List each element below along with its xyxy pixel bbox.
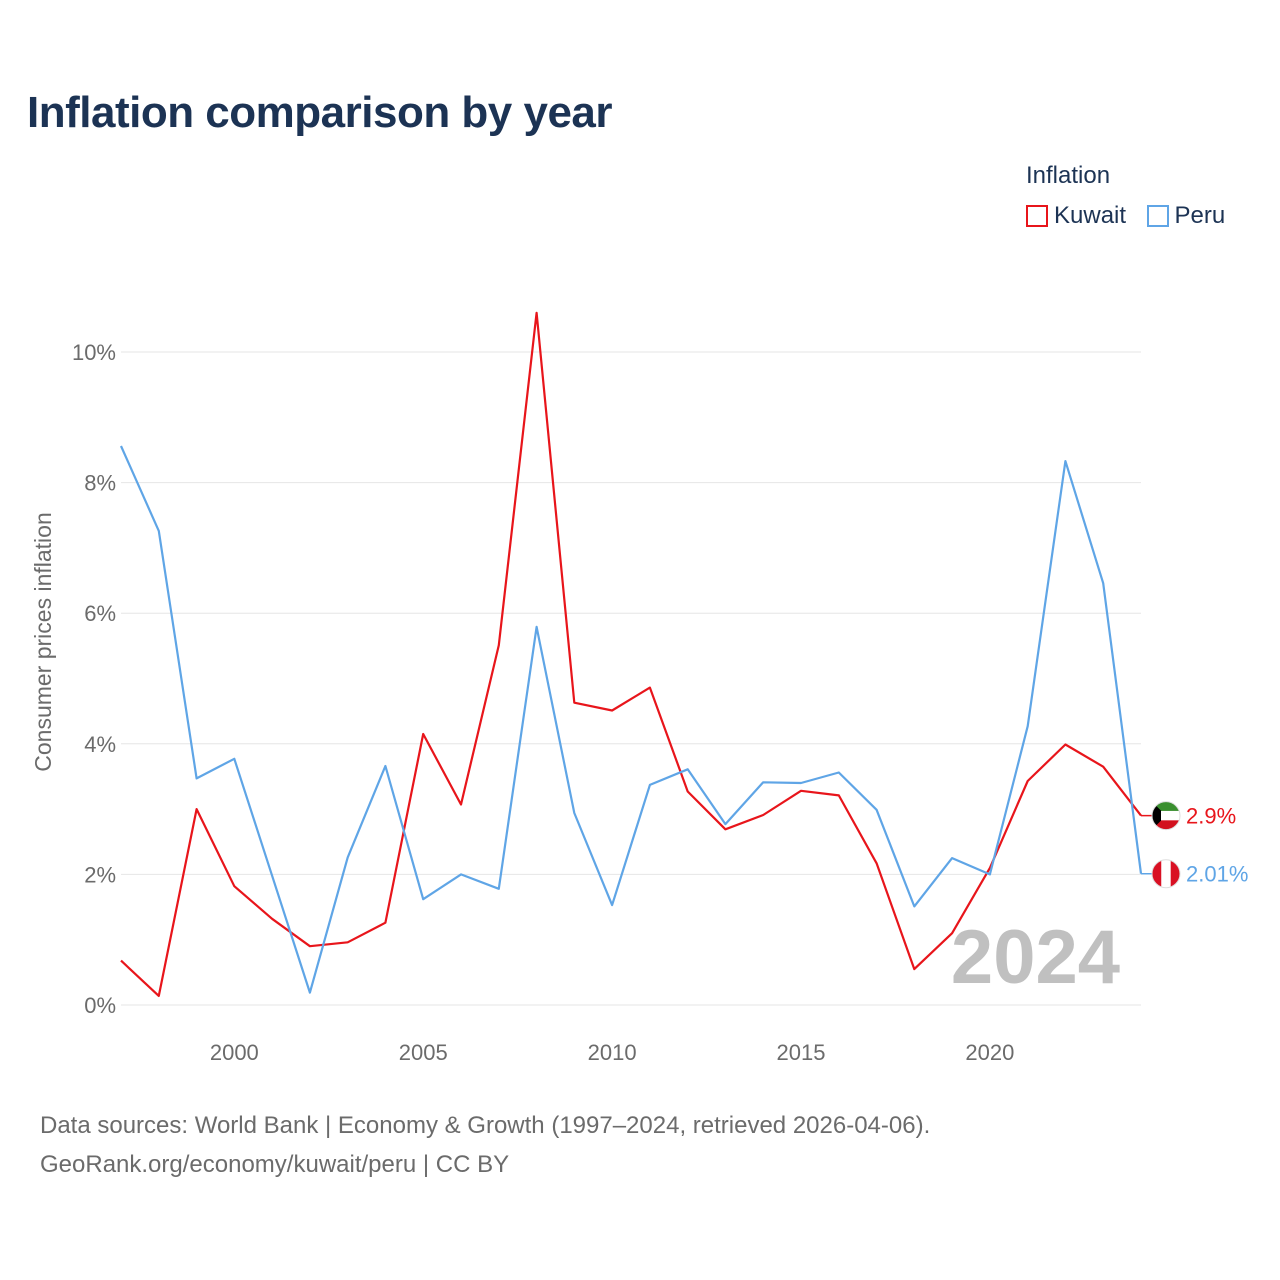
legend-label-peru: Peru [1174,202,1226,229]
legend: Inflation Kuwait Peru [1026,162,1266,232]
x-tick-label: 2020 [965,1040,1014,1065]
y-tick-label: 10% [72,340,116,365]
y-tick-label: 2% [84,862,116,887]
x-tick-label: 2015 [777,1040,826,1065]
x-tick-label: 2005 [399,1040,448,1065]
x-axis-ticks: 2000 2005 2010 2015 2020 [210,1040,1015,1065]
y-tick-label: 6% [84,601,116,626]
series-line-kuwait [120,311,1142,998]
legend-swatch-kuwait [1026,205,1048,227]
series-end-markers: 2.9% 2.01% [1141,801,1248,889]
kuwait-flag-icon [1151,801,1181,831]
line-chart: 0%2%4%6%8%10% 2000 2005 2010 2015 2020 2024 … [30,311,1248,1065]
legend-label-kuwait: Kuwait [1054,202,1127,229]
y-axis-label: Consumer prices inflation [30,512,56,772]
series-line-peru [119,445,1143,994]
legend-title: Inflation [1026,162,1111,189]
legend-item-peru[interactable]: Peru [1146,202,1226,230]
y-tick-label: 4% [84,732,116,757]
footer-sources: Data sources: World Bank | Economy & Gro… [40,1112,931,1139]
peru-flag-icon [1151,859,1181,889]
y-tick-label: 0% [84,993,116,1018]
end-label-peru: 2.01% [1186,862,1248,887]
x-tick-label: 2000 [210,1040,259,1065]
footer: Data sources: World Bank | Economy & Gro… [40,1106,930,1184]
x-tick-label: 2010 [588,1040,637,1065]
y-axis-ticks: 0% 2% 4% 6% 8% 10% [72,340,116,1018]
legend-item-kuwait[interactable]: Kuwait [1026,202,1126,230]
end-label-kuwait: 2.9% [1186,804,1236,829]
y-tick-label: 8% [84,471,116,496]
year-watermark: 2024 [951,915,1120,1000]
series-lines [119,311,1143,998]
legend-swatch-peru [1146,205,1169,227]
footer-link[interactable]: GeoRank.org/economy/kuwait/peru | CC BY [40,1151,510,1178]
chart-title: Inflation comparison by year [27,88,613,137]
grid-lines [121,351,1141,1006]
